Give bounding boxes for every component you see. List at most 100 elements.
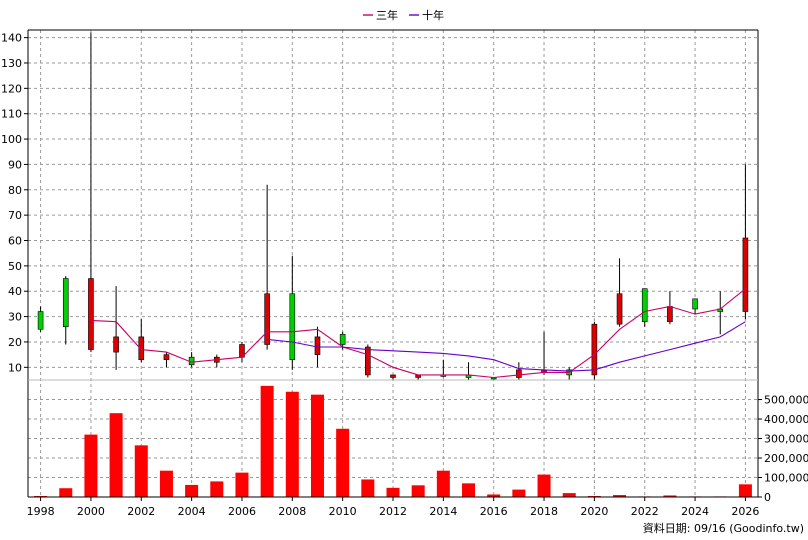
volume-bar-2007 [260, 385, 274, 497]
legend: 三年 十年 [363, 8, 444, 22]
volume-bar-2005 [210, 481, 224, 497]
x-tick-label-2026: 2026 [731, 505, 759, 518]
volume-bar-2006 [235, 472, 249, 497]
candle-2003 [163, 352, 170, 368]
candle-body-2022 [641, 288, 648, 322]
candle-body-2012 [390, 374, 396, 378]
volume-bar-2012 [386, 487, 400, 497]
candle-body-2003 [163, 354, 170, 361]
grid-lines [28, 30, 758, 497]
x-tick-label-2012: 2012 [379, 505, 407, 518]
x-tick-label-2024: 2024 [681, 505, 709, 518]
x-tick-label-2016: 2016 [480, 505, 508, 518]
candle-2001 [113, 286, 119, 370]
x-tick-label-2020: 2020 [580, 505, 608, 518]
x-tick-label-2008: 2008 [278, 505, 306, 518]
candle-body-2017 [516, 369, 522, 378]
volume-bar-2011 [361, 479, 375, 497]
candle-body-2026 [742, 237, 749, 312]
price-tick-label-70: 70 [8, 209, 22, 222]
candle-2002 [138, 319, 145, 363]
candle-body-2008 [289, 293, 296, 361]
candle-body-2023 [667, 306, 673, 322]
volume-bars [34, 385, 752, 498]
candle-1999 [62, 276, 69, 345]
source-note: 資料日期: 09/16 (Goodinfo.tw) [643, 521, 804, 535]
candle-2008 [289, 255, 296, 370]
candle-body-2021 [616, 293, 623, 325]
candle-2024 [692, 298, 698, 315]
candle-2015 [465, 362, 472, 380]
price-tick-label-60: 60 [8, 235, 22, 248]
x-tick-label-2022: 2022 [631, 505, 659, 518]
candle-2023 [667, 291, 673, 325]
volume-bar-2021 [613, 495, 627, 497]
volume-bar-2017 [512, 489, 526, 497]
legend-label-1: 十年 [422, 8, 444, 22]
candle-2004 [188, 352, 195, 368]
volume-bar-2013 [411, 485, 425, 497]
volume-tick-label-100000: 100,000 [764, 472, 808, 485]
series-line-1 [267, 321, 746, 372]
price-tick-label-20: 20 [8, 336, 22, 349]
candle-2007 [264, 184, 270, 350]
price-tick-label-140: 140 [1, 32, 22, 45]
candle-2025 [717, 291, 724, 335]
x-tick-label-2010: 2010 [329, 505, 357, 518]
candle-2000 [88, 32, 94, 353]
candle-body-2024 [692, 298, 698, 310]
price-tick-label-130: 130 [1, 57, 22, 70]
volume-tick-label-500000: 500,000 [764, 394, 808, 407]
candle-2026 [742, 164, 749, 320]
volume-bar-2000 [84, 434, 98, 497]
candle-body-2007 [264, 293, 270, 345]
volume-bar-2009 [310, 394, 324, 497]
x-tick-label-2004: 2004 [178, 505, 206, 518]
volume-bar-2002 [134, 445, 148, 497]
volume-bar-2018 [537, 474, 551, 497]
volume-bar-1999 [59, 488, 73, 497]
volume-bar-2003 [159, 470, 173, 497]
price-tick-label-110: 110 [1, 108, 22, 121]
candle-2012 [390, 374, 396, 380]
candle-body-2009 [314, 336, 321, 355]
candle-2021 [616, 258, 623, 327]
candle-body-2011 [365, 346, 371, 376]
volume-tick-label-300000: 300,000 [764, 433, 808, 446]
x-tick-label-2014: 2014 [429, 505, 457, 518]
volume-tick-label-0: 0 [764, 491, 771, 504]
volume-bar-2010 [336, 428, 350, 497]
price-tick-label-10: 10 [8, 361, 22, 374]
candle-2006 [239, 341, 245, 363]
candle-body-2001 [113, 336, 119, 353]
candle-body-2000 [88, 278, 94, 350]
x-tick-label-2006: 2006 [228, 505, 256, 518]
x-tick-label-2000: 2000 [77, 505, 105, 518]
moving-average-lines [90, 288, 746, 379]
volume-bar-2008 [285, 391, 299, 497]
candle-2013 [415, 374, 421, 380]
price-tick-label-90: 90 [8, 158, 22, 171]
price-tick-label-40: 40 [8, 285, 22, 298]
candle-body-1998 [37, 311, 44, 330]
candle-2018 [541, 331, 547, 375]
candle-2020 [591, 321, 598, 380]
volume-bar-2016 [487, 494, 501, 497]
candle-1998 [37, 306, 44, 332]
volume-tick-label-200000: 200,000 [764, 452, 808, 465]
x-tick-label-1998: 1998 [27, 505, 55, 518]
price-tick-label-100: 100 [1, 133, 22, 146]
candle-2022 [641, 288, 648, 327]
volume-bar-2001 [109, 413, 123, 497]
volume-bar-2014 [436, 470, 450, 497]
volume-bar-2019 [562, 493, 576, 497]
candle-body-2002 [138, 336, 145, 361]
price-tick-label-50: 50 [8, 260, 22, 273]
candle-body-2010 [339, 334, 346, 345]
price-tick-label-120: 120 [1, 82, 22, 95]
candle-body-1999 [62, 278, 69, 328]
candle-2019 [566, 367, 573, 380]
price-tick-label-80: 80 [8, 184, 22, 197]
volume-bar-2004 [185, 484, 199, 497]
